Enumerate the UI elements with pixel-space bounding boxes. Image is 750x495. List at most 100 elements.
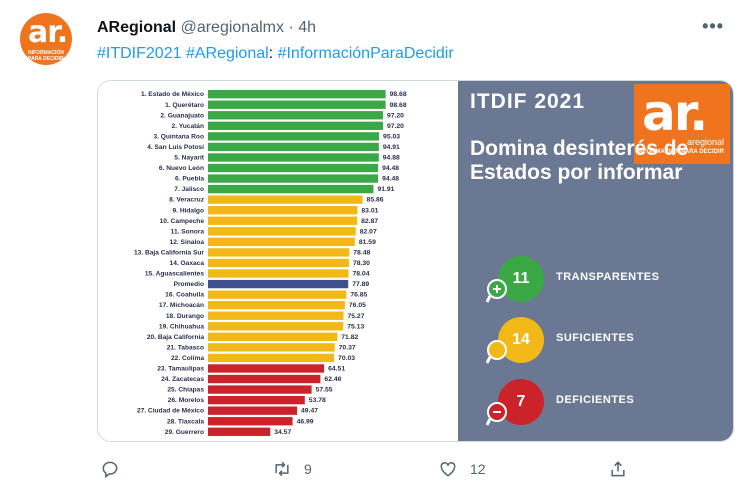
data-label: 57.55 xyxy=(316,387,333,394)
like-button[interactable]: 12 xyxy=(438,459,486,479)
category-label: DEFICIENTES xyxy=(556,394,635,406)
data-label: 77.89 xyxy=(352,281,369,288)
bar xyxy=(208,132,380,141)
retweet-button[interactable]: 9 xyxy=(272,459,312,479)
data-label: 83.01 xyxy=(361,207,378,214)
category-tick-label: 24. Zacatecas xyxy=(161,376,204,383)
bar xyxy=(208,395,305,405)
bar xyxy=(208,216,358,225)
data-label: 62.46 xyxy=(324,376,341,383)
tweet-actions: 9 12 xyxy=(0,455,750,485)
category-tick-label: 27. Ciudad de México xyxy=(137,408,204,415)
bar xyxy=(208,343,335,352)
hashtag-link[interactable]: #ARegional xyxy=(185,45,269,62)
bar xyxy=(208,332,338,341)
category-tick-label: 17. Michoacán xyxy=(159,302,204,309)
count-badge: 14 xyxy=(498,317,544,363)
data-label: 78.04 xyxy=(352,271,369,278)
bar xyxy=(208,90,386,99)
bar xyxy=(208,206,358,215)
category-tick-label: 7. Jalisco xyxy=(174,186,204,193)
tweet-header: ARegional @aregionalmx · 4h xyxy=(97,19,316,37)
category-tick-label: 14. Oaxaca xyxy=(170,260,205,267)
tweet-time[interactable]: 4h xyxy=(298,19,317,36)
category-tick-label: 19. Chihuahua xyxy=(159,323,204,330)
data-label: 64.51 xyxy=(328,366,345,373)
share-icon xyxy=(611,461,625,477)
average-bar xyxy=(208,279,349,289)
like-count: 12 xyxy=(470,461,486,477)
tweet-media[interactable]: 1. Estado de México 98.68 1. Querétaro 98.6… xyxy=(97,80,734,442)
category-tick-label: 3. Quintana Roo xyxy=(153,133,204,140)
infographic-headline: Domina desinterés de Estados por informa… xyxy=(470,137,689,184)
data-label: 71.82 xyxy=(341,334,358,341)
reply-button[interactable] xyxy=(100,459,132,479)
bar xyxy=(208,364,325,373)
category-tick-label: 11. Sonora xyxy=(171,228,205,235)
bar xyxy=(208,269,349,278)
bar xyxy=(208,100,386,109)
data-label: 76.85 xyxy=(350,292,367,299)
bar xyxy=(208,121,383,130)
category-tick-label: Promedio xyxy=(174,281,204,288)
bar xyxy=(208,258,349,268)
data-label: 75.13 xyxy=(347,323,364,330)
magnifier-icon xyxy=(486,340,507,364)
data-label: 82.87 xyxy=(361,218,378,225)
data-label: 94.91 xyxy=(383,144,400,151)
category-label: TRANSPARENTES xyxy=(556,271,660,283)
author-name[interactable]: ARegional xyxy=(97,19,177,36)
category-suficientes: 14 SUFICIENTES xyxy=(486,317,728,364)
bar xyxy=(208,322,344,331)
data-label: 91.91 xyxy=(377,186,394,193)
category-tick-label: 13. Baja California Sur xyxy=(134,249,204,256)
category-tick-label: 20. Baja California xyxy=(147,334,205,341)
category-tick-label: 6. Nuevo León xyxy=(159,165,204,172)
tag-separator: : xyxy=(268,45,274,62)
hashtag-link[interactable]: #InformaciónParaDecidir xyxy=(277,45,454,62)
category-tick-label: 12. Sinaloa xyxy=(170,239,205,246)
data-label: 97.20 xyxy=(387,123,404,130)
author-handle[interactable]: @aregionalmx xyxy=(180,19,284,36)
bar xyxy=(208,195,363,204)
avatar-logo-text: ar. xyxy=(28,15,68,50)
more-options-icon[interactable]: ••• xyxy=(702,16,724,36)
data-label: 97.20 xyxy=(387,112,404,119)
data-label: 85.86 xyxy=(367,197,384,204)
count-badge: 11 xyxy=(498,256,544,302)
data-label: 70.37 xyxy=(339,344,356,351)
category-tick-label: 16. Coahuila xyxy=(165,292,204,299)
bar xyxy=(208,184,374,194)
hashtag-link[interactable]: #ITDIF2021 xyxy=(97,45,182,62)
header-separator: · xyxy=(288,19,294,36)
bar xyxy=(208,153,379,162)
avatar-logo-tagline: INFORMACIÓN PARA DECIDIR xyxy=(28,50,64,62)
bar xyxy=(208,142,379,152)
bar xyxy=(208,353,335,363)
bar xyxy=(208,174,379,183)
retweet-icon xyxy=(275,461,289,477)
category-tick-label: 8. Veracruz xyxy=(169,197,205,204)
category-tick-label: 22. Colima xyxy=(171,355,204,362)
bar xyxy=(208,406,298,415)
count-badge: 7 xyxy=(498,379,544,425)
category-tick-label: 2. Yucatán xyxy=(172,123,205,130)
data-label: 94.88 xyxy=(383,155,400,162)
data-label: 78.30 xyxy=(353,260,370,267)
data-label: 78.48 xyxy=(353,249,370,256)
category-tick-label: 21. Tabasco xyxy=(167,344,204,351)
category-transparentes: 11 TRANSPARENTES xyxy=(486,256,728,303)
data-label: 81.59 xyxy=(359,239,376,246)
category-tick-label: 5. Nayarit xyxy=(174,155,204,162)
category-tick-label: 18. Durango xyxy=(166,313,204,320)
bar xyxy=(208,290,347,299)
category-tick-label: 23. Tamaulipas xyxy=(157,366,204,373)
bar-chart: 1. Estado de México 98.68 1. Querétaro 98.6… xyxy=(98,81,458,441)
category-deficientes: 7 DEFICIENTES xyxy=(486,379,728,426)
avatar[interactable]: ar. INFORMACIÓN PARA DECIDIR xyxy=(20,13,72,65)
data-label: 98.68 xyxy=(390,102,407,109)
logo-tagline: INFORMACIÓN PARA DECIDIR xyxy=(636,149,724,155)
category-label: SUFICIENTES xyxy=(556,332,635,344)
category-tick-label: 26. Morelos xyxy=(168,397,205,404)
share-button[interactable] xyxy=(608,459,628,479)
